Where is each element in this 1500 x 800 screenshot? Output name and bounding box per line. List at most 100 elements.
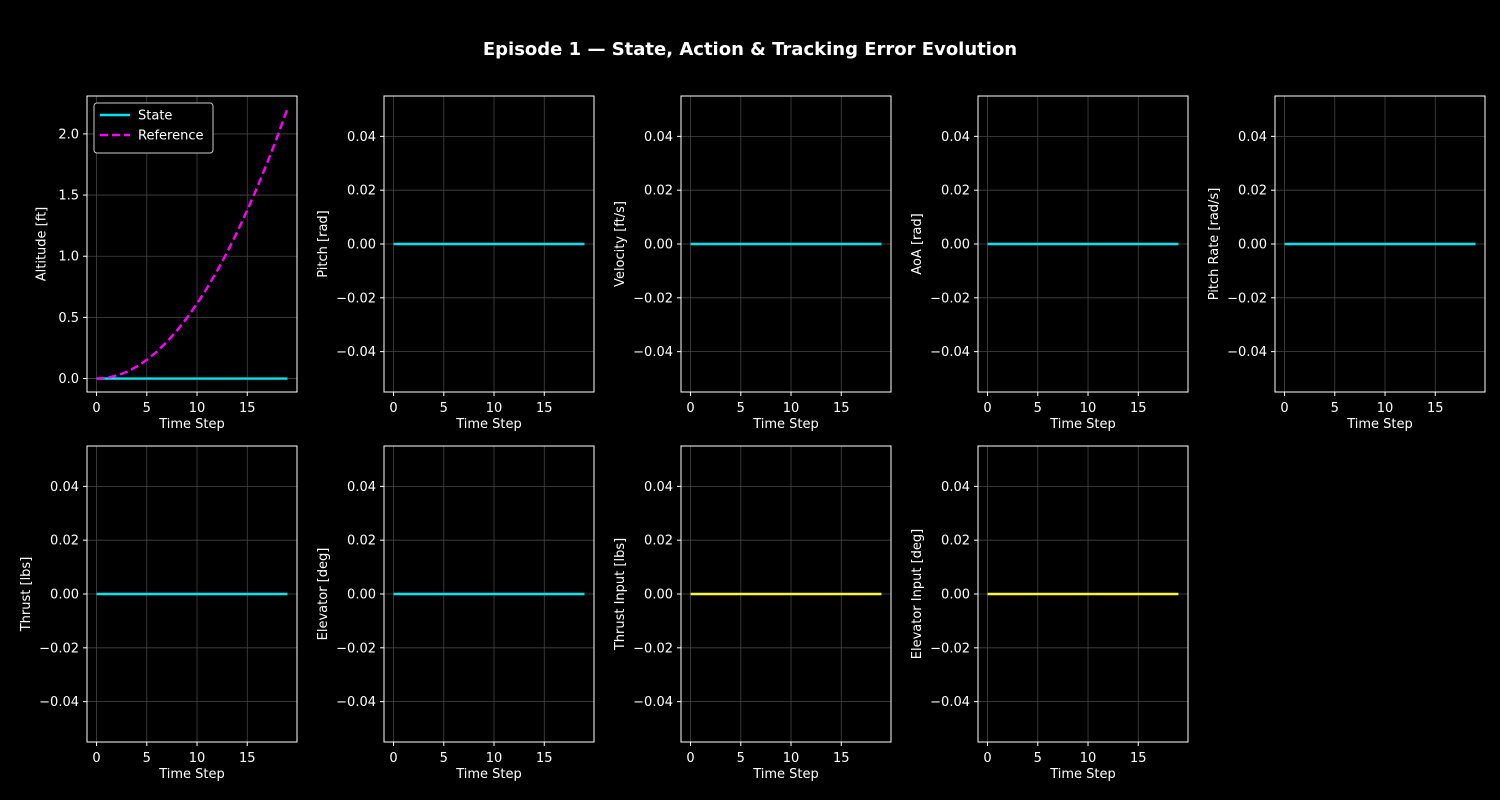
x-tick-label: 0 [92,401,100,416]
x-tick-label: 5 [1331,401,1339,416]
y-tick-label: −0.02 [1227,291,1267,306]
y-tick-label: −0.04 [1227,345,1267,360]
y-tick-label: 0.04 [50,480,79,495]
x-tick-label: 10 [189,751,206,766]
x-tick-label: 10 [1377,401,1394,416]
y-tick-label: 0.00 [50,588,79,603]
x-tick-label: 10 [1080,751,1097,766]
x-axis-label: Time Step [1346,417,1413,432]
x-tick-label: 15 [1130,401,1147,416]
y-tick-label: −0.04 [39,695,79,710]
subplot-7: 0 5 10 15 −0.04 −0.02 0.00 0.02 0.04 Time Step Ele… [316,445,595,782]
legend-label: Reference [138,129,203,144]
y-tick-label: 0.02 [644,184,673,199]
y-tick-label: −0.04 [930,695,970,710]
x-tick-label: 0 [983,751,991,766]
y-tick-label: 0.04 [941,480,970,495]
x-tick-label: 5 [1034,401,1042,416]
y-tick-label: 0.04 [644,480,673,495]
x-tick-label: 5 [143,751,151,766]
y-tick-label: 0.00 [941,588,970,603]
y-tick-label: 0.00 [347,588,376,603]
x-tick-label: 5 [1034,751,1042,766]
x-axis-label: Time Step [752,767,819,782]
y-axis-label: Velocity [ft/s] [613,201,628,287]
y-tick-label: 1.0 [58,250,79,265]
x-tick-label: 10 [1080,401,1097,416]
x-tick-label: 10 [486,751,503,766]
y-tick-label: 0.00 [644,238,673,253]
x-tick-label: 15 [833,401,850,416]
y-axis-label: Thrust Input [lbs] [613,538,628,651]
y-tick-label: −0.02 [336,291,376,306]
subplot-3: 0 5 10 15 −0.04 −0.02 0.00 0.02 0.04 Time Step Vel… [613,95,892,432]
subplot-4: 0 5 10 15 −0.04 −0.02 0.00 0.02 0.04 Time Step AoA… [910,95,1189,432]
y-axis-label: Elevator Input [deg] [910,529,925,659]
y-tick-label: 0.04 [347,480,376,495]
x-axis-label: Time Step [1049,767,1116,782]
axes-frame [86,95,298,393]
y-tick-label: 0.00 [1238,238,1267,253]
x-tick-label: 15 [833,751,850,766]
x-axis-label: Time Step [1049,417,1116,432]
y-tick-label: 0.02 [941,534,970,549]
x-tick-label: 0 [686,401,694,416]
subplot-2: 0 5 10 15 −0.04 −0.02 0.00 0.02 0.04 Time Step Pit… [316,95,595,432]
x-tick-label: 5 [737,401,745,416]
subplot-1: 0 5 10 15 0.0 0.5 1.0 1.5 2.0 Time Step Altitude [… [35,95,298,432]
legend-label: State [138,109,172,124]
y-tick-label: −0.04 [633,345,673,360]
x-tick-label: 15 [1427,401,1444,416]
legend: State Reference [93,102,214,154]
y-tick-label: 1.5 [58,189,79,204]
x-tick-label: 0 [389,401,397,416]
x-tick-label: 5 [143,401,151,416]
x-tick-label: 0 [983,401,991,416]
y-tick-label: 2.0 [58,127,79,142]
x-tick-label: 10 [783,401,800,416]
y-tick-label: −0.04 [633,695,673,710]
y-tick-label: 0.02 [50,534,79,549]
x-tick-label: 10 [486,401,503,416]
y-tick-label: 0.04 [347,130,376,145]
y-tick-label: −0.02 [633,641,673,656]
x-tick-label: 15 [239,401,256,416]
y-axis-label: Pitch [rad] [316,210,331,278]
y-tick-label: −0.04 [336,345,376,360]
x-tick-label: 15 [239,751,256,766]
subplot-grid: 0 5 10 15 0.0 0.5 1.0 1.5 2.0 Time Step Altitude [… [19,95,1486,782]
x-tick-label: 0 [389,751,397,766]
y-tick-label: −0.02 [930,641,970,656]
y-tick-label: 0.00 [644,588,673,603]
y-tick-label: 0.00 [941,238,970,253]
subplot-6: 0 5 10 15 −0.04 −0.02 0.00 0.02 0.04 Time Step Thr… [19,445,298,782]
x-tick-label: 15 [536,751,553,766]
y-tick-label: −0.04 [930,345,970,360]
y-tick-label: −0.02 [633,291,673,306]
y-tick-label: 0.02 [941,184,970,199]
subplot-8: 0 5 10 15 −0.04 −0.02 0.00 0.02 0.04 Time Step Thr… [613,445,892,782]
x-tick-label: 5 [440,751,448,766]
x-tick-label: 15 [536,401,553,416]
x-tick-label: 15 [1130,751,1147,766]
x-tick-label: 10 [189,401,206,416]
y-tick-label: −0.02 [39,641,79,656]
figure-title: Episode 1 — State, Action & Tracking Err… [483,39,1017,60]
subplot-9: 0 5 10 15 −0.04 −0.02 0.00 0.02 0.04 Time Step Ele… [910,445,1189,782]
y-tick-label: 0.5 [58,311,79,326]
x-axis-label: Time Step [752,417,819,432]
x-axis-label: Time Step [158,417,225,432]
x-axis-label: Time Step [158,767,225,782]
y-tick-label: −0.02 [336,641,376,656]
x-axis-label: Time Step [455,417,522,432]
series-line-reference [96,108,289,380]
x-axis-label: Time Step [455,767,522,782]
y-axis-label: Thrust [lbs] [19,557,34,633]
x-tick-label: 0 [686,751,694,766]
y-tick-label: 0.02 [1238,184,1267,199]
y-axis-label: Altitude [ft] [35,207,50,282]
y-tick-label: 0.04 [941,130,970,145]
y-axis-label: AoA [rad] [910,213,925,274]
y-tick-label: 0.02 [347,534,376,549]
